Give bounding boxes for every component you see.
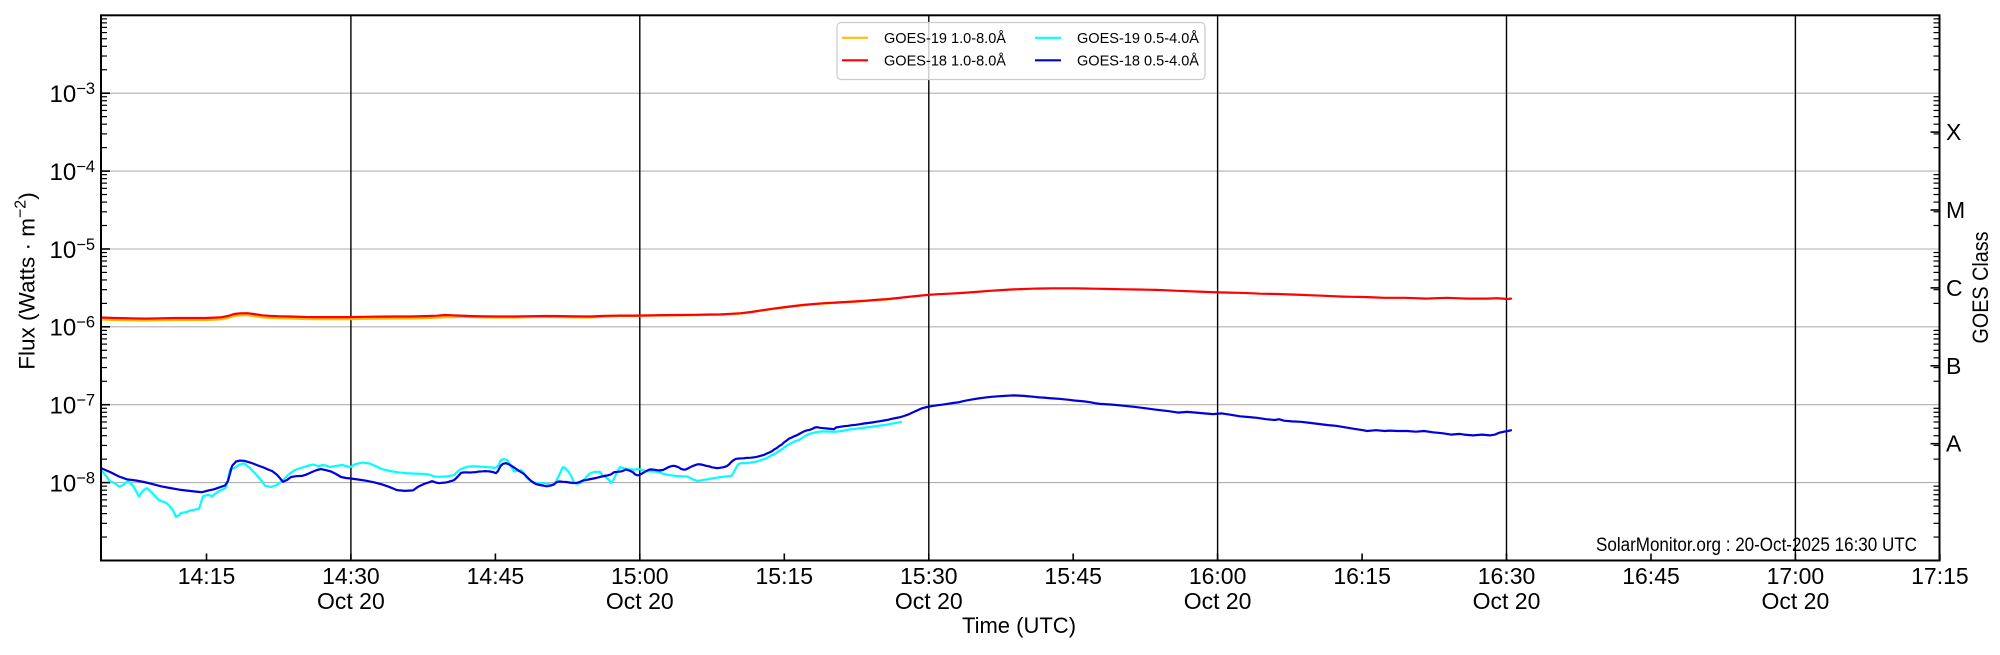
- svg-text:Oct 20: Oct 20: [1184, 588, 1252, 614]
- svg-text:16:15: 16:15: [1333, 563, 1391, 589]
- svg-text:15:15: 15:15: [756, 563, 814, 589]
- svg-text:17:00: 17:00: [1767, 563, 1825, 589]
- svg-text:14:30: 14:30: [322, 563, 380, 589]
- svg-text:GOES-19 1.0-8.0Å: GOES-19 1.0-8.0Å: [884, 30, 1006, 47]
- svg-text:16:45: 16:45: [1622, 563, 1680, 589]
- svg-text:Time (UTC): Time (UTC): [962, 613, 1076, 638]
- svg-text:Oct 20: Oct 20: [1762, 588, 1830, 614]
- svg-text:Oct 20: Oct 20: [606, 588, 674, 614]
- svg-text:B: B: [1946, 353, 1961, 379]
- svg-text:SolarMonitor.org : 20-Oct-2025: SolarMonitor.org : 20-Oct-2025 16:30 UTC: [1596, 535, 1917, 556]
- svg-text:15:45: 15:45: [1044, 563, 1102, 589]
- svg-text:16:00: 16:00: [1189, 563, 1247, 589]
- svg-text:15:00: 15:00: [611, 563, 669, 589]
- svg-text:M: M: [1946, 197, 1965, 223]
- svg-text:Oct 20: Oct 20: [1473, 588, 1541, 614]
- svg-text:17:15: 17:15: [1911, 563, 1969, 589]
- svg-text:GOES-18 1.0-8.0Å: GOES-18 1.0-8.0Å: [884, 52, 1006, 69]
- svg-text:14:15: 14:15: [178, 563, 236, 589]
- svg-text:Oct 20: Oct 20: [895, 588, 963, 614]
- svg-text:C: C: [1946, 275, 1963, 301]
- svg-text:A: A: [1946, 431, 1962, 457]
- svg-text:15:30: 15:30: [900, 563, 958, 589]
- svg-text:16:30: 16:30: [1478, 563, 1536, 589]
- svg-text:GOES-19 0.5-4.0Å: GOES-19 0.5-4.0Å: [1077, 30, 1199, 47]
- svg-text:Oct 20: Oct 20: [317, 588, 385, 614]
- svg-text:GOES Class: GOES Class: [1968, 232, 1993, 344]
- svg-text:GOES-18 0.5-4.0Å: GOES-18 0.5-4.0Å: [1077, 52, 1199, 69]
- svg-text:14:45: 14:45: [467, 563, 525, 589]
- svg-text:X: X: [1946, 119, 1961, 145]
- svg-text:Flux (Watts · m−2): Flux (Watts · m−2): [13, 192, 40, 369]
